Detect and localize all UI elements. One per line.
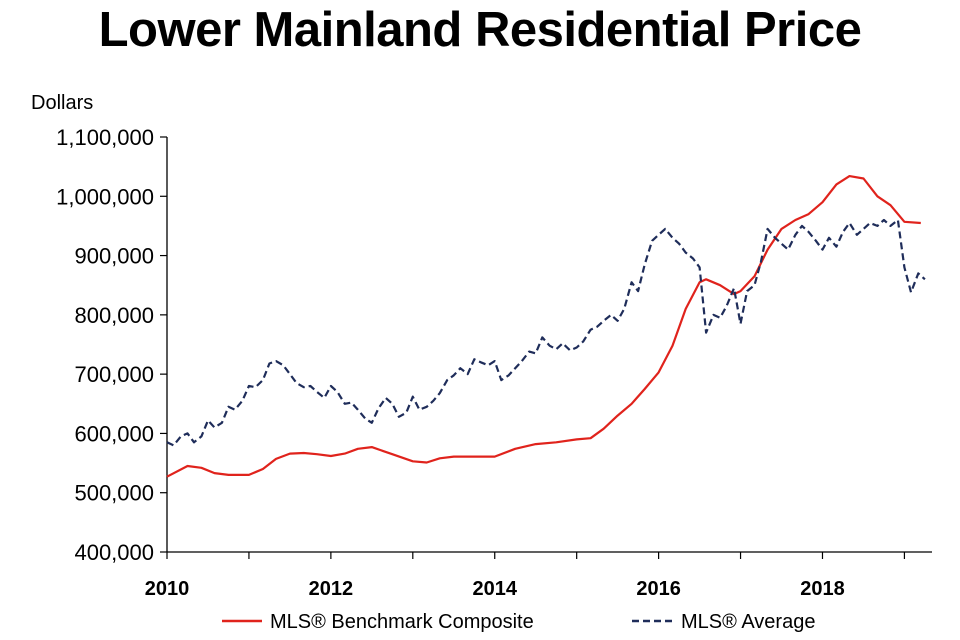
y-tick-label: 400,000 [74, 540, 154, 565]
y-ticks: 400,000 500,000 600,000 700,000 800,000 900,0… [56, 125, 167, 565]
y-tick-label: 900,000 [74, 244, 154, 269]
y-tick-label: 600,000 [74, 421, 154, 446]
legend: MLS® Benchmark Composite MLS® Average [222, 611, 815, 633]
series-group [166, 175, 926, 478]
x-tick-label: 2018 [800, 578, 845, 600]
legend-item-benchmark: MLS® Benchmark Composite [222, 611, 534, 633]
x-tick-label: 2014 [472, 578, 517, 600]
y-tick-label: 700,000 [74, 362, 154, 387]
x-ticks: 2010 2012 2014 2016 2018 [145, 552, 906, 600]
x-tick-label: 2010 [145, 578, 190, 600]
legend-label-benchmark: MLS® Benchmark Composite [270, 611, 534, 633]
legend-item-average: MLS® Average [632, 611, 815, 633]
series-line-benchmark [166, 175, 921, 478]
series-line-average [166, 218, 926, 447]
x-tick-label: 2012 [309, 578, 354, 600]
y-axis-unit-label: Dollars [31, 92, 93, 114]
x-tick-label: 2016 [636, 578, 681, 600]
y-tick-label: 1,100,000 [56, 125, 154, 150]
y-tick-label: 800,000 [74, 303, 154, 328]
legend-label-average: MLS® Average [681, 611, 815, 633]
y-tick-label: 1,000,000 [56, 184, 154, 209]
chart-title: Lower Mainland Residential Price [98, 3, 862, 57]
y-tick-label: 500,000 [74, 481, 154, 506]
